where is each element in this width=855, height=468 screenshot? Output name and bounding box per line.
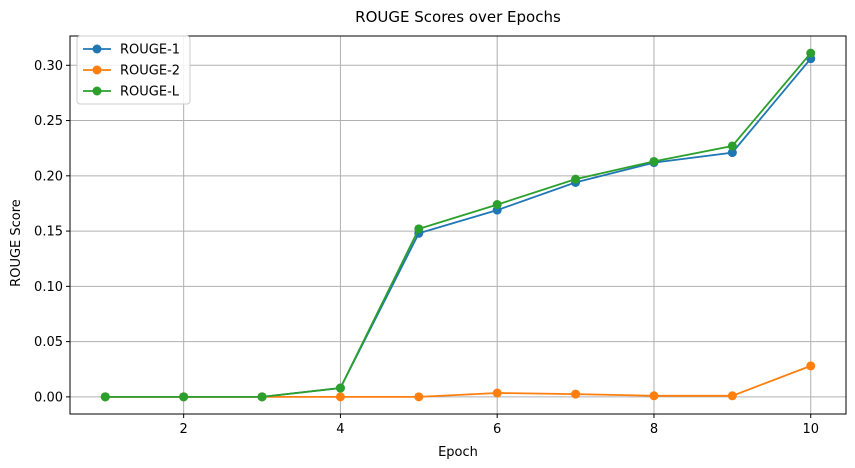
x-tick-label: 10 xyxy=(802,422,819,437)
legend-marker xyxy=(92,44,102,54)
x-tick-label: 2 xyxy=(180,422,188,437)
legend-label: ROUGE-1 xyxy=(120,43,180,58)
data-point xyxy=(727,141,737,151)
y-tick-label: 0.05 xyxy=(34,335,63,350)
data-point xyxy=(806,48,816,58)
chart-title: ROUGE Scores over Epochs xyxy=(355,8,561,26)
plot-frame xyxy=(69,35,847,415)
x-tick-label: 4 xyxy=(336,422,344,437)
y-tick-label: 0.25 xyxy=(34,114,63,129)
legend-entry: ROUGE-1 xyxy=(83,43,180,58)
data-point xyxy=(649,391,659,401)
data-point xyxy=(179,392,189,402)
data-point xyxy=(414,392,424,402)
x-axis-ticks: 2 4 6 8 10 xyxy=(180,414,819,437)
grid xyxy=(70,36,846,414)
legend-marker xyxy=(92,86,102,96)
legend-entry: ROUGE-2 xyxy=(83,64,180,79)
y-tick-label: 0.00 xyxy=(34,390,63,405)
data-point xyxy=(727,391,737,401)
legend-marker xyxy=(92,65,102,75)
legend-label: ROUGE-L xyxy=(120,85,180,100)
x-tick-label: 6 xyxy=(493,422,501,437)
y-axis-ticks: 0.00 0.05 0.10 0.15 0.20 0.25 0.30 xyxy=(34,59,70,405)
data-point xyxy=(649,156,659,166)
data-point xyxy=(571,389,581,399)
data-point xyxy=(414,224,424,234)
data-point xyxy=(100,392,110,402)
data-point xyxy=(492,200,502,210)
data-point xyxy=(257,392,267,402)
data-point xyxy=(335,383,345,393)
y-tick-label: 0.15 xyxy=(34,225,63,240)
data-point xyxy=(492,388,502,398)
legend-label: ROUGE-2 xyxy=(120,64,180,79)
series-rouge-l xyxy=(100,48,816,402)
y-axis-label: ROUGE Score xyxy=(9,199,24,287)
y-tick-label: 0.30 xyxy=(34,59,63,74)
y-tick-label: 0.20 xyxy=(34,169,63,184)
series-layer xyxy=(100,48,816,402)
data-point xyxy=(806,361,816,371)
legend-entry: ROUGE-L xyxy=(83,85,180,100)
legend: ROUGE-1 ROUGE-2 ROUGE-L xyxy=(76,35,191,105)
y-tick-label: 0.10 xyxy=(34,280,63,295)
legend-box xyxy=(76,35,191,105)
data-point xyxy=(571,174,581,184)
series-line xyxy=(105,52,812,398)
x-axis-label: Epoch xyxy=(438,445,478,460)
data-point xyxy=(727,148,737,158)
x-tick-label: 8 xyxy=(650,422,658,437)
data-point xyxy=(335,392,345,402)
